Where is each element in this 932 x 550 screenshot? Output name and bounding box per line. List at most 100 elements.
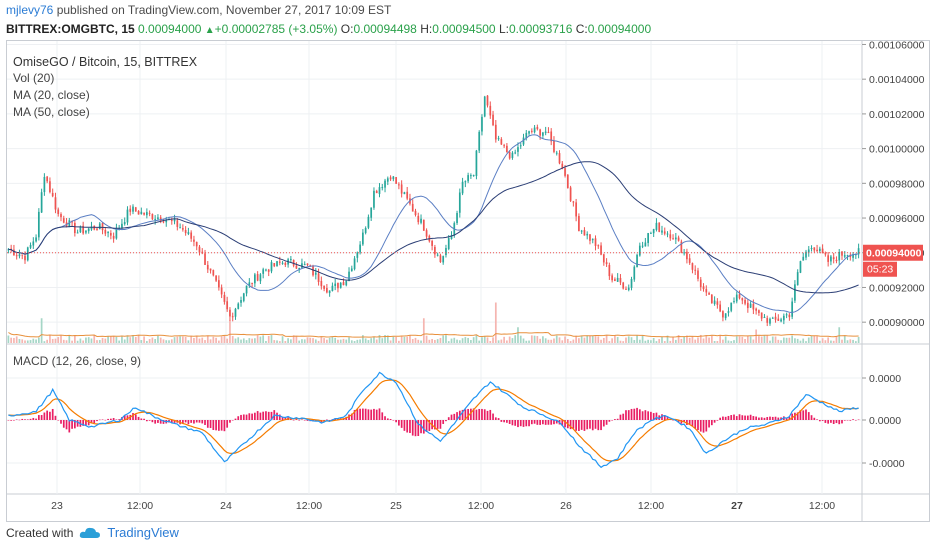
candle-body xyxy=(323,285,325,289)
macd-histogram-bar xyxy=(805,409,807,420)
macd-histogram-bar xyxy=(705,420,708,432)
macd-histogram-bar xyxy=(517,420,519,428)
chart-frame[interactable] xyxy=(6,40,930,522)
candle-body xyxy=(780,319,782,322)
candle-body xyxy=(231,316,234,318)
volume-bar xyxy=(436,339,439,343)
candle-body xyxy=(375,191,378,194)
volume-bar xyxy=(489,341,492,343)
candle-body xyxy=(206,264,209,270)
volume-bar xyxy=(417,339,420,343)
candle-body xyxy=(611,275,613,281)
candle-body xyxy=(262,269,265,274)
macd-legend[interactable]: MACD (12, 26, close, 9) xyxy=(13,354,142,368)
volume-bar xyxy=(564,336,566,343)
volume-bar xyxy=(356,339,359,343)
candle-body xyxy=(650,232,652,234)
macd-histogram-bar xyxy=(854,420,857,421)
macd-histogram-bar xyxy=(281,416,284,420)
candle-body xyxy=(697,270,699,279)
ma20-legend[interactable]: MA (20, close) xyxy=(13,88,90,102)
candle-body xyxy=(619,277,622,283)
macd-histogram-bar xyxy=(453,413,456,420)
macd-histogram-bar xyxy=(182,420,184,424)
candle-body xyxy=(348,271,350,282)
macd-histogram-bar xyxy=(362,408,364,420)
macd-histogram-bar xyxy=(525,420,528,427)
candle-body xyxy=(672,238,674,240)
macd-histogram-bar xyxy=(420,420,422,434)
macd-histogram-bar xyxy=(461,409,464,420)
candle-body xyxy=(708,292,710,295)
volume-bar xyxy=(453,337,456,343)
macd-histogram-bar xyxy=(843,420,846,421)
candle-body xyxy=(677,237,680,241)
candle-body xyxy=(218,280,220,288)
candle-body xyxy=(439,255,442,263)
candle-body xyxy=(223,294,226,302)
candle-body xyxy=(445,248,447,256)
candle-body xyxy=(121,223,123,228)
macd-histogram-bar xyxy=(636,407,638,420)
candle-body xyxy=(35,237,37,242)
macd-histogram-bar xyxy=(456,412,458,420)
volume-bar xyxy=(791,335,794,343)
volume-bar xyxy=(472,337,475,343)
candle-body xyxy=(400,184,403,194)
macd-histogram-bar xyxy=(51,408,54,420)
volume-bar xyxy=(190,335,193,343)
volume-bar xyxy=(403,336,406,343)
candle-body xyxy=(76,232,79,234)
volume-bar xyxy=(284,341,287,343)
volume-bar xyxy=(627,336,630,343)
tradingview-brand[interactable]: TradingView xyxy=(107,525,179,540)
macd-histogram-bar xyxy=(694,420,697,429)
macd-histogram-bar xyxy=(57,420,60,421)
volume-bar xyxy=(769,340,771,343)
volume-bar xyxy=(348,337,350,343)
candle-body xyxy=(215,275,217,281)
candle-body xyxy=(15,255,18,257)
macd-histogram-bar xyxy=(802,410,805,420)
volume-bar xyxy=(398,340,400,343)
ma50-legend[interactable]: MA (50, close) xyxy=(13,105,90,119)
volume-bar xyxy=(821,338,824,343)
volume-bar xyxy=(270,335,273,343)
macd-histogram-bar xyxy=(90,420,93,424)
candle-body xyxy=(126,209,129,223)
low-label: L: xyxy=(498,22,509,36)
candle-body xyxy=(98,223,101,230)
volume-bar xyxy=(400,335,403,343)
candle-body xyxy=(364,228,367,233)
macd-histogram-bar xyxy=(409,420,411,434)
macd-histogram-bar xyxy=(472,408,475,420)
macd-histogram-bar xyxy=(326,419,328,421)
volume-bar xyxy=(528,340,530,343)
volume-bar xyxy=(647,339,649,343)
macd-histogram-bar xyxy=(730,415,733,420)
macd-histogram-bar xyxy=(154,420,157,424)
macd-histogram-bar xyxy=(417,420,420,436)
candle-body xyxy=(422,219,425,231)
candle-body xyxy=(386,178,389,182)
macd-histogram-bar xyxy=(785,417,788,420)
time-tick-label: 12:00 xyxy=(638,500,664,512)
candle-body xyxy=(267,269,270,272)
macd-histogram-bar xyxy=(24,419,26,420)
volume-bar xyxy=(273,340,276,343)
macd-histogram-bar xyxy=(229,420,231,423)
macd-histogram-bar xyxy=(475,409,478,420)
volume-bar xyxy=(123,339,126,343)
candle-body xyxy=(148,212,151,214)
volume-bar xyxy=(367,340,370,343)
macd-histogram-bar xyxy=(234,418,237,420)
volume-bar xyxy=(813,335,816,343)
candle-body xyxy=(234,308,237,317)
volume-bar xyxy=(483,335,486,343)
author-link[interactable]: mjlevy76 xyxy=(6,3,54,17)
volume-bar xyxy=(312,338,314,343)
candle-body xyxy=(256,274,259,281)
volume-bar xyxy=(132,335,134,343)
vol-legend[interactable]: Vol (20) xyxy=(13,71,55,85)
